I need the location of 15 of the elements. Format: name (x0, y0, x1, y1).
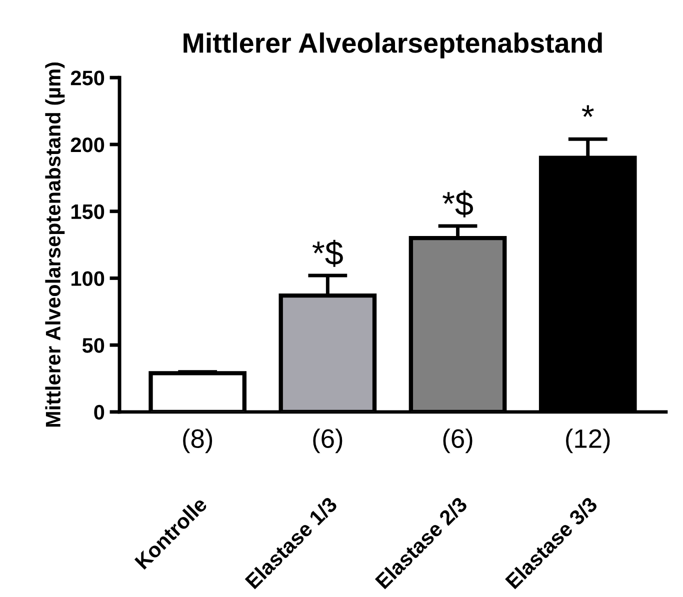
annotation: *$ (442, 190, 473, 218)
y-tick-label: 250 (70, 70, 104, 86)
y-tick-label: 0 (94, 404, 104, 420)
chart-title: Mittlerer Alveolarseptenabstand (184, 32, 602, 58)
text: (6) (313, 428, 342, 454)
annotation: * (582, 105, 594, 117)
text: (6) (443, 428, 472, 454)
y-tick-label: 200 (70, 137, 104, 152)
y-tick-label: 100 (72, 271, 104, 286)
y-axis-title: Mittlerer Alveolarseptenabstand (µm) (45, 62, 65, 427)
annotation: *$ (312, 240, 343, 267)
text: (12) (566, 428, 610, 454)
y-tick-label: 50 (82, 338, 104, 353)
y-tick-label: 150 (72, 204, 104, 220)
text: (8) (183, 428, 212, 454)
